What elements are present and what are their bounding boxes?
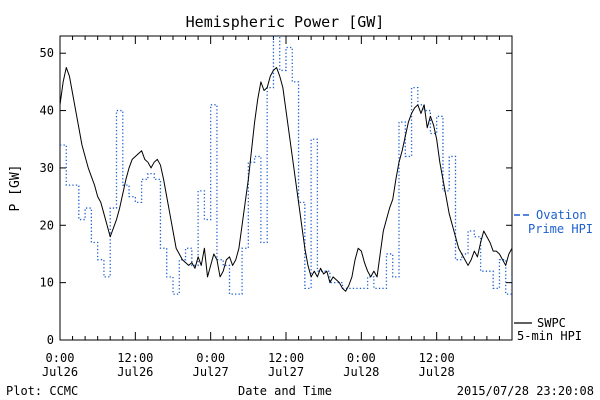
- y-tick-label-3: 30: [40, 161, 54, 175]
- legend-ovation-label-2: Prime HPI: [528, 222, 593, 236]
- series-layer: [60, 36, 512, 295]
- y-tick-label-4: 40: [40, 104, 54, 118]
- x-axis-label: Date and Time: [238, 384, 332, 398]
- series-swpc-5min-hpi: [60, 67, 512, 292]
- legend-ovation-label-1: Ovation: [536, 208, 587, 222]
- y-tick-label-0: 0: [47, 333, 54, 347]
- x-tick-date-3: Jul27: [268, 365, 304, 379]
- y-axis-label: P [GW]: [8, 165, 23, 212]
- x-tick-time-1: 12:00: [117, 351, 153, 365]
- x-tick-date-0: Jul26: [42, 365, 78, 379]
- x-tick-date-5: Jul28: [419, 365, 455, 379]
- plot-timestamp: 2015/07/28 23:20:08: [457, 384, 594, 398]
- legend-swpc-label-1: SWPC: [537, 316, 566, 330]
- x-tick-time-2: 0:00: [196, 351, 225, 365]
- plot-credit: Plot: CCMC: [6, 384, 78, 398]
- x-tick-date-4: Jul28: [343, 365, 379, 379]
- x-tick-date-1: Jul26: [117, 365, 153, 379]
- chart-title: Hemispheric Power [GW]: [186, 13, 385, 31]
- x-tick-time-5: 12:00: [419, 351, 455, 365]
- x-tick-date-2: Jul27: [193, 365, 229, 379]
- x-tick-time-4: 0:00: [347, 351, 376, 365]
- series-ovation-prime-hpi: [60, 36, 512, 295]
- y-tick-label-5: 50: [40, 46, 54, 60]
- legend-swpc-label-2: 5-min HPI: [517, 329, 582, 343]
- x-tick-time-0: 0:00: [46, 351, 75, 365]
- x-axis: 0:00Jul2612:00Jul260:00Jul2712:00Jul270:…: [42, 36, 513, 379]
- y-tick-label-2: 20: [40, 218, 54, 232]
- y-tick-label-1: 10: [40, 276, 54, 290]
- x-tick-time-3: 12:00: [268, 351, 304, 365]
- y-axis: 0 10 20 30 40 50: [40, 46, 512, 347]
